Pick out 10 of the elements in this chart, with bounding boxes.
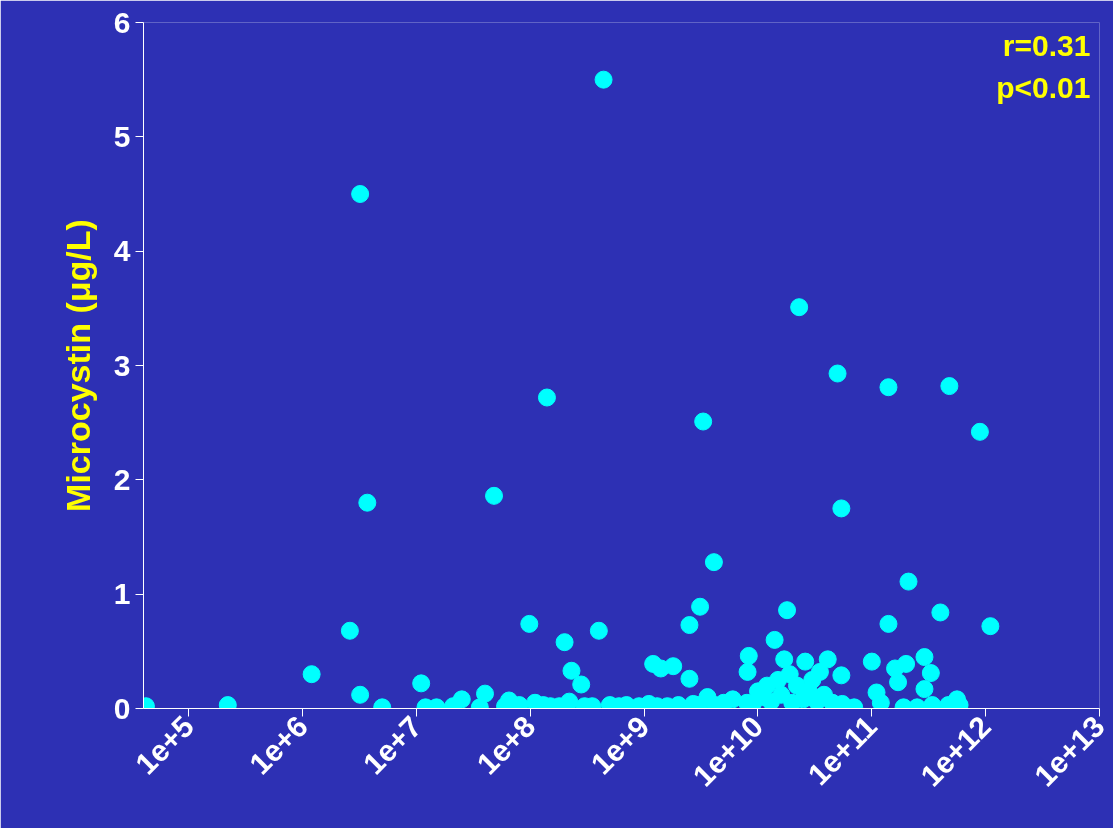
y-tick-label: 2 [113,462,131,496]
annotation: p<0.01 [996,70,1091,104]
y-tick-label: 6 [113,5,131,39]
y-tick-label: 1 [113,577,131,611]
y-tick-label: 3 [113,348,131,382]
annotation: r=0.31 [1002,29,1091,63]
y-tick-label: 0 [113,691,131,725]
y-tick-label: 4 [113,234,131,268]
y-axis-title: Microcystin (μg/L) [58,219,97,512]
y-tick-label: 5 [113,119,131,153]
